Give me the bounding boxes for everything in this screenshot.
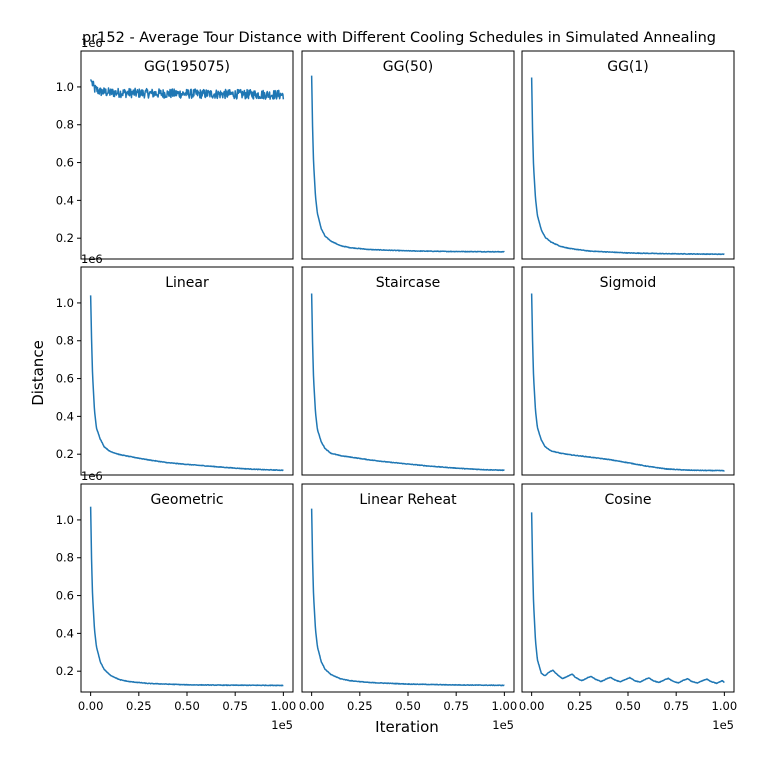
y-offset-label: 1e6 bbox=[81, 36, 103, 50]
y-tick-label: 0.8 bbox=[56, 334, 74, 348]
subplot: Geometric 0.2 0.4 0.6 0.8 1.0 1e6 0.00 0.25 0.50 0… bbox=[56, 469, 296, 732]
series-line bbox=[89, 295, 284, 472]
plot-frame bbox=[80, 50, 294, 260]
plot-frame bbox=[521, 50, 735, 260]
x-offset-label: 1e5 bbox=[271, 718, 293, 732]
x-tick-label: 0.50 bbox=[615, 699, 641, 713]
subplot-title: Sigmoid bbox=[600, 275, 657, 291]
subplot-title: GG(195075) bbox=[144, 59, 230, 75]
y-axis-label: Distance bbox=[29, 340, 47, 406]
series-line bbox=[310, 75, 505, 253]
plot-frame bbox=[301, 483, 515, 693]
subplot-title: Staircase bbox=[376, 275, 440, 291]
subplot: Linear Reheat 0.00 0.25 0.50 0.75 1.00 1e5 bbox=[299, 483, 518, 732]
x-tick-label: 0.25 bbox=[347, 699, 373, 713]
subplot-title: Geometric bbox=[150, 492, 223, 508]
series-line bbox=[530, 512, 725, 685]
y-tick-label: 0.4 bbox=[56, 193, 74, 207]
x-tick-label: 0.50 bbox=[174, 699, 200, 713]
x-tick-label: 0.00 bbox=[78, 699, 104, 713]
x-tick-label: 0.75 bbox=[222, 699, 248, 713]
subplot-title: Linear Reheat bbox=[359, 492, 457, 508]
y-tick-label: 1.0 bbox=[56, 80, 74, 94]
x-offset-label: 1e5 bbox=[712, 718, 734, 732]
y-tick-label: 0.2 bbox=[56, 231, 74, 245]
y-tick-label: 0.8 bbox=[56, 551, 74, 565]
series-line bbox=[310, 508, 505, 687]
x-tick-label: 0.50 bbox=[395, 699, 421, 713]
y-tick-label: 0.6 bbox=[56, 372, 74, 386]
x-tick-label: 1.00 bbox=[492, 699, 518, 713]
plot-frame bbox=[80, 266, 294, 476]
x-tick-label: 0.25 bbox=[126, 699, 152, 713]
y-tick-label: 0.2 bbox=[56, 664, 74, 678]
plot-frame bbox=[301, 50, 515, 260]
plot-frame bbox=[521, 483, 735, 693]
y-tick-label: 0.4 bbox=[56, 409, 74, 423]
subplot-title: Linear bbox=[165, 275, 209, 291]
y-tick-label: 0.8 bbox=[56, 118, 74, 132]
y-tick-label: 0.2 bbox=[56, 447, 74, 461]
subplot: Linear 0.2 0.4 0.6 0.8 1.0 1e6 bbox=[56, 252, 294, 476]
y-tick-label: 0.6 bbox=[56, 156, 74, 170]
series-line bbox=[530, 293, 725, 472]
y-tick-label: 1.0 bbox=[56, 296, 74, 310]
subplot: GG(195075) 0.2 0.4 0.6 0.8 1.0 1e6 bbox=[56, 36, 294, 260]
series-line bbox=[89, 506, 284, 687]
x-tick-label: 0.25 bbox=[567, 699, 593, 713]
subplot: GG(50) bbox=[301, 50, 515, 260]
subplot-title: Cosine bbox=[604, 492, 651, 508]
y-tick-label: 0.4 bbox=[56, 626, 74, 640]
figure-title: pr152 - Average Tour Distance with Diffe… bbox=[82, 30, 716, 46]
subplot: Sigmoid bbox=[521, 266, 735, 476]
subplot-grid: GG(195075) 0.2 0.4 0.6 0.8 1.0 1e6 GG(50) GG(1) L… bbox=[56, 36, 737, 732]
series-line bbox=[89, 79, 285, 100]
plot-frame bbox=[521, 266, 735, 476]
x-tick-label: 0.00 bbox=[299, 699, 325, 713]
subplot-title: GG(50) bbox=[383, 59, 433, 75]
x-axis-label: Iteration bbox=[375, 718, 439, 736]
y-tick-label: 0.6 bbox=[56, 589, 74, 603]
x-offset-label: 1e5 bbox=[492, 718, 514, 732]
x-tick-label: 0.75 bbox=[663, 699, 689, 713]
series-line bbox=[530, 77, 725, 256]
series-line bbox=[310, 293, 505, 472]
subplot-title: GG(1) bbox=[607, 59, 649, 75]
x-tick-label: 1.00 bbox=[271, 699, 297, 713]
y-tick-label: 1.0 bbox=[56, 513, 74, 527]
x-tick-label: 0.00 bbox=[519, 699, 545, 713]
x-tick-label: 1.00 bbox=[712, 699, 738, 713]
subplot: GG(1) bbox=[521, 50, 735, 260]
plot-frame bbox=[301, 266, 515, 476]
y-offset-label: 1e6 bbox=[81, 469, 103, 483]
x-tick-label: 0.75 bbox=[443, 699, 469, 713]
y-offset-label: 1e6 bbox=[81, 252, 103, 266]
subplot: Cosine 0.00 0.25 0.50 0.75 1.00 1e5 bbox=[519, 483, 738, 732]
subplot: Staircase bbox=[301, 266, 515, 476]
plot-frame bbox=[80, 483, 294, 693]
